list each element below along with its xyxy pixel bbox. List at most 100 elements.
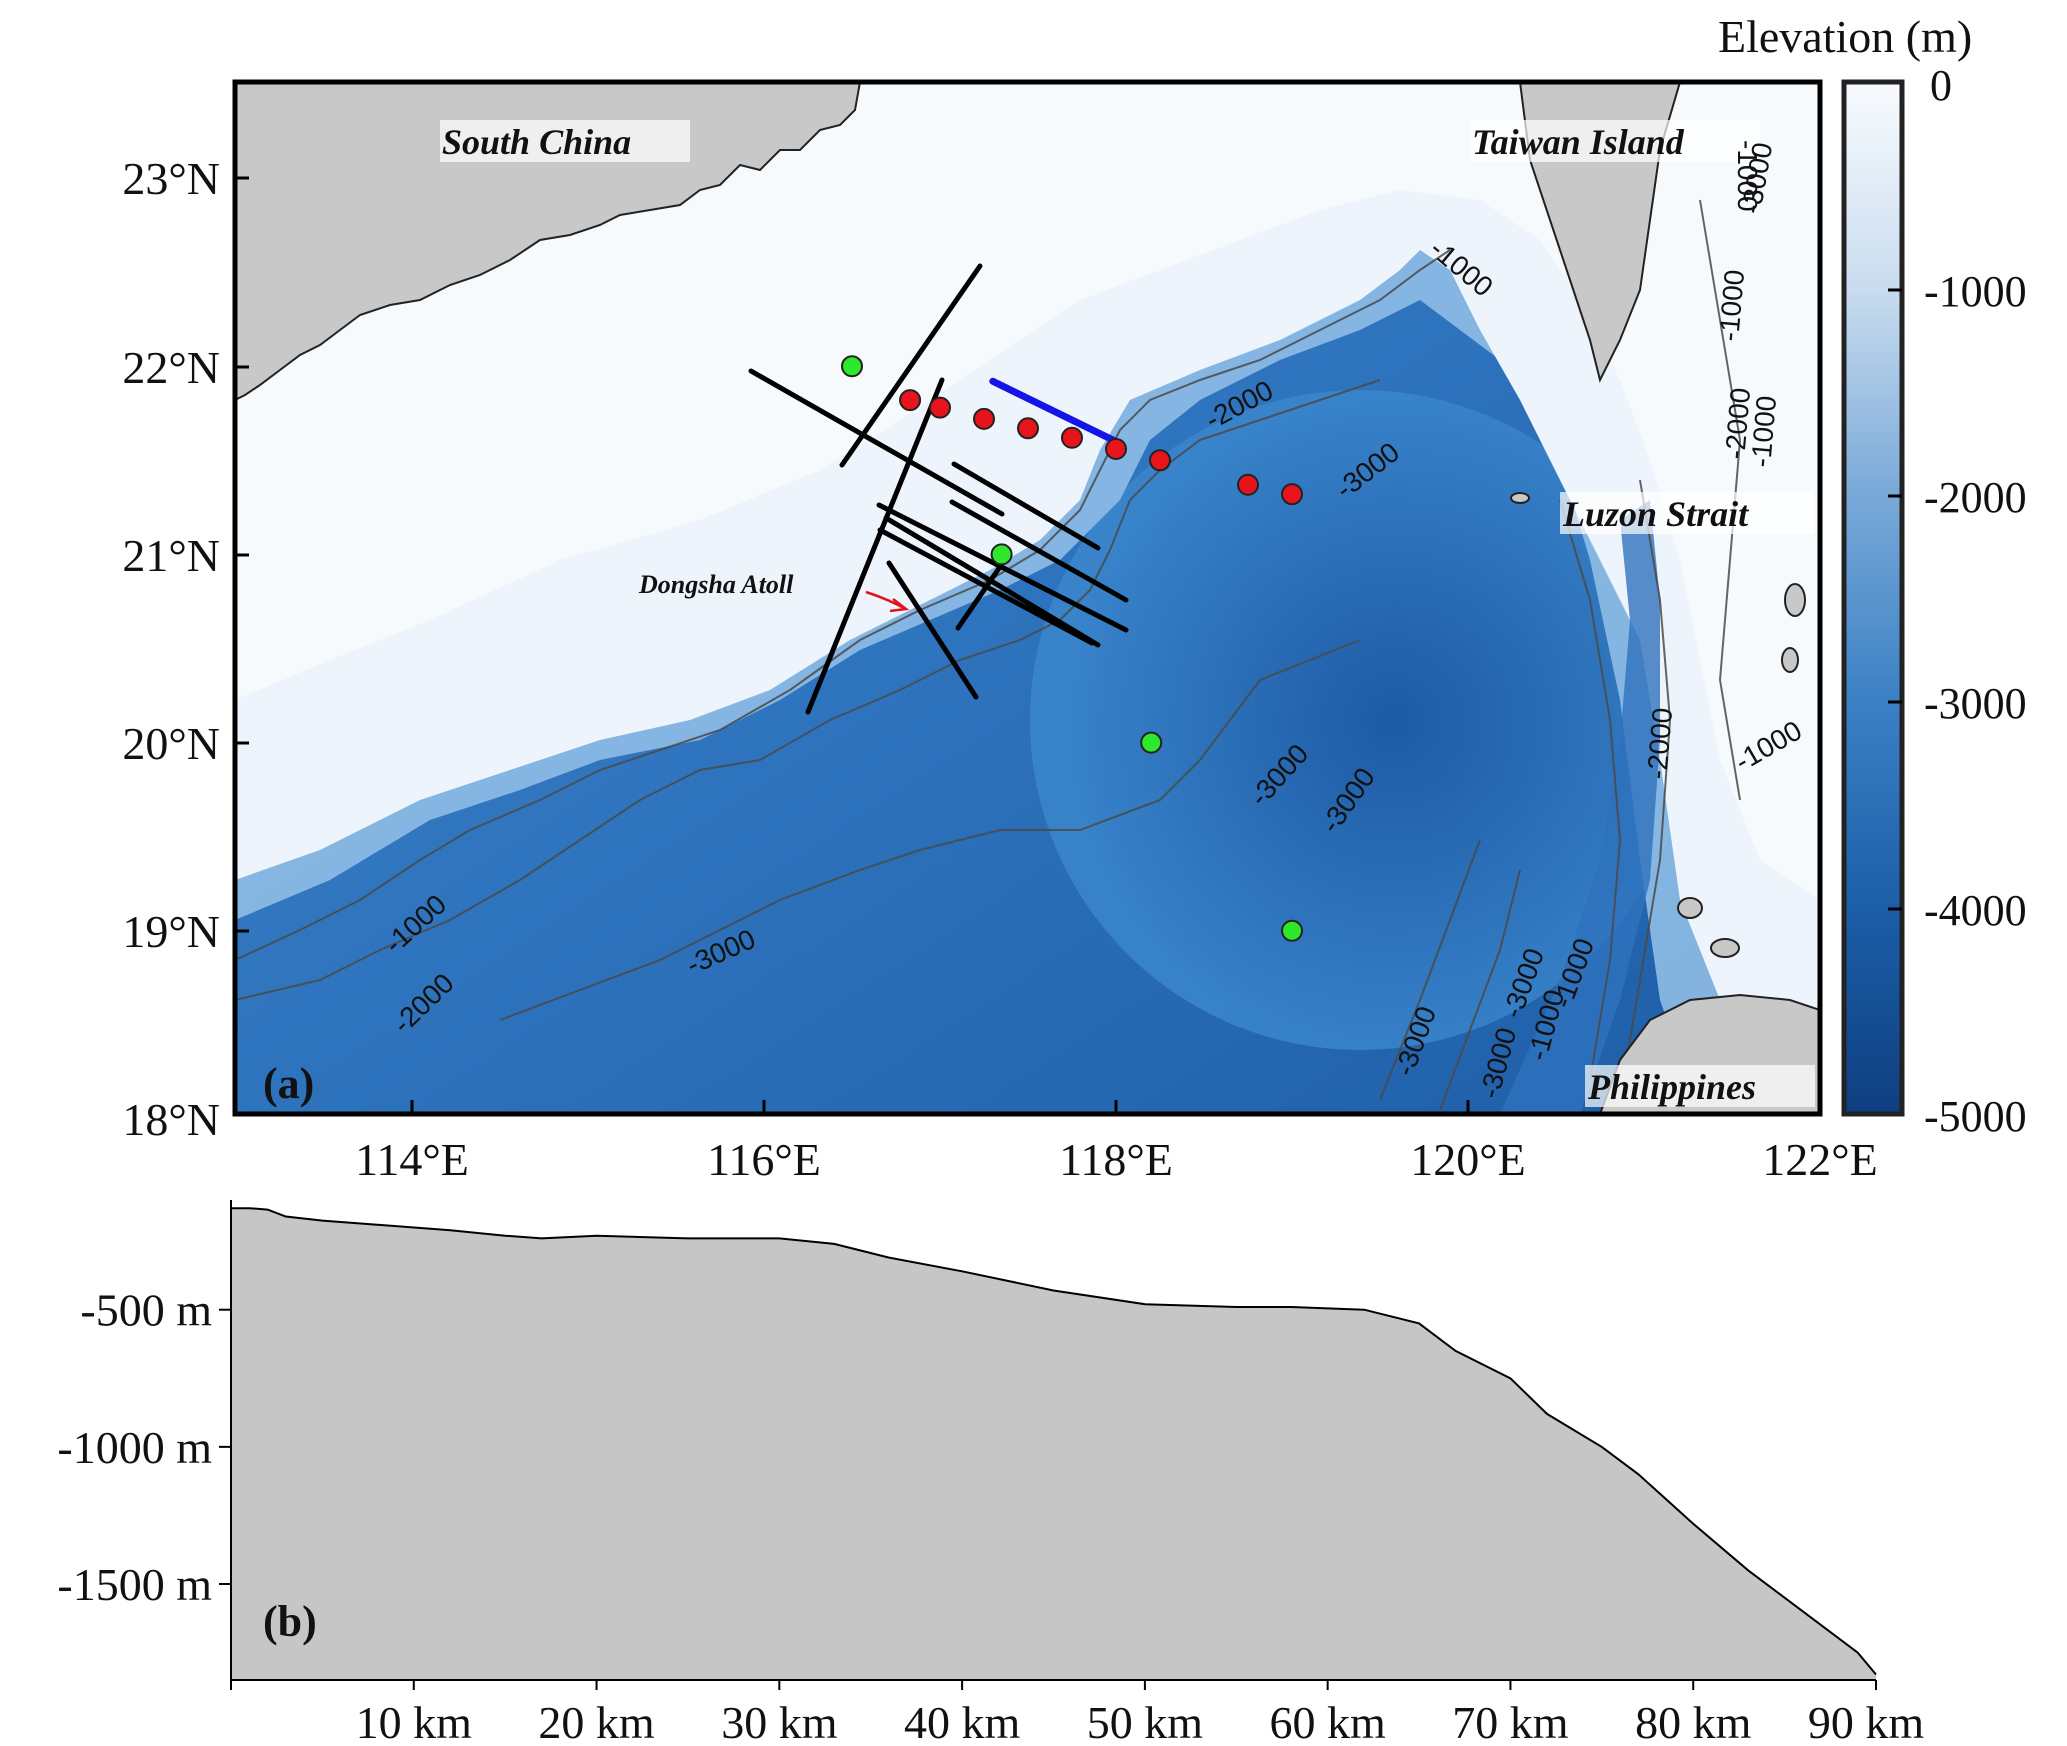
land-south-china — [235, 82, 862, 402]
lon-label: 116°E — [707, 1134, 821, 1185]
label-bg-south-china — [440, 120, 690, 162]
dongsha-arrow — [865, 590, 910, 613]
label-bg-philippines — [1585, 1065, 1815, 1107]
lon-label: 122°E — [1762, 1134, 1878, 1185]
label-south-china: South China — [442, 122, 631, 162]
panel-label-b: (b) — [263, 1597, 317, 1646]
lon-label: 120°E — [1410, 1134, 1526, 1185]
survey-line — [748, 368, 1005, 517]
profile-x-label: 70 km — [1452, 1697, 1569, 1746]
map-frame — [232, 79, 1823, 1117]
lon-label: 118°E — [1059, 1134, 1173, 1185]
panel-label-a: (a) — [263, 1059, 314, 1108]
survey-line — [951, 461, 1101, 551]
red-station-marker — [973, 407, 995, 430]
contour-label: -2000 — [1641, 706, 1678, 780]
inner-shelf — [235, 82, 1820, 900]
lon-label: 114°E — [355, 1134, 469, 1185]
contour-east-2 — [1619, 479, 1672, 1101]
profile-y-ticks: -500 m -1000 m -1500 m — [57, 1285, 231, 1610]
red-station-marker — [1237, 473, 1259, 496]
bathymetry-profile-area — [231, 1208, 1876, 1680]
depth-contours — [235, 199, 1742, 1111]
profile-x-ticks: 10 km 20 km 30 km 40 km 50 km 60 km 70 km 80 km… — [230, 1680, 1925, 1746]
abyssal-basin — [1030, 390, 1690, 1050]
label-bg-taiwan — [1470, 120, 1760, 162]
contour-2000 — [235, 379, 1381, 1001]
luzon-trough — [1500, 500, 1660, 1114]
green-stations — [841, 355, 1303, 942]
survey-line — [886, 560, 979, 700]
colorbar-label: -3000 — [1924, 679, 2027, 728]
red-station-marker — [929, 396, 951, 419]
island — [1710, 938, 1740, 958]
survey-line — [955, 555, 1009, 631]
lat-label: 23°N — [122, 153, 220, 204]
red-station-marker — [899, 389, 922, 412]
lat-label: 18°N — [122, 1094, 220, 1145]
contour-label: -1000 — [1713, 268, 1750, 342]
profile-y-label: -500 m — [80, 1285, 212, 1336]
contour-1000 — [235, 249, 1451, 961]
contour-3000 — [499, 639, 1361, 1021]
map-panel: South China Taiwan Island Luzon Strait P… — [235, 82, 1820, 1114]
contour-label: -2000 — [1719, 386, 1756, 460]
island — [1781, 647, 1799, 673]
label-taiwan: Taiwan Island — [1472, 122, 1685, 162]
island — [1784, 583, 1806, 617]
profile-x-label: 10 km — [356, 1697, 473, 1746]
green-station-marker — [1281, 919, 1303, 942]
contour-east-1 — [1559, 499, 1622, 1081]
profile-x-label: 60 km — [1270, 1697, 1387, 1746]
profile-x-label: 90 km — [1808, 1697, 1925, 1746]
green-station-marker — [841, 355, 863, 378]
profile-x-label: 50 km — [1087, 1697, 1204, 1746]
survey-lines — [748, 263, 1129, 715]
red-station-marker — [1149, 449, 1171, 472]
profile-panel: -500 m -1000 m -1500 m 10 km 20 km 30 km 40 k… — [57, 1200, 1924, 1746]
red-station-marker — [1105, 438, 1127, 461]
arrow-head — [889, 598, 910, 613]
lat-label: 20°N — [122, 718, 220, 769]
green-station-marker — [990, 543, 1013, 566]
lon-ticks — [410, 1100, 1470, 1114]
survey-line — [839, 263, 983, 468]
contour-east-4 — [1379, 839, 1481, 1101]
profile-x-label: 40 km — [904, 1697, 1021, 1746]
colorbar-label: -5000 — [1924, 1092, 2027, 1141]
label-luzon-strait: Luzon Strait — [1562, 494, 1749, 534]
profile-y-label: -1000 m — [57, 1422, 212, 1473]
lat-label: 22°N — [122, 342, 220, 393]
contour-east-5 — [1439, 869, 1521, 1111]
red-stations — [899, 389, 1303, 506]
red-station-marker — [1061, 426, 1083, 449]
survey-line — [805, 377, 945, 715]
colorbar-ticks — [1888, 288, 1902, 911]
bathymetry-profile-line — [231, 1207, 1877, 1676]
colorbar — [1841, 79, 1905, 1117]
profile-y-label: -1500 m — [57, 1559, 212, 1610]
colorbar-label: -4000 — [1924, 886, 2027, 935]
island — [1677, 897, 1703, 919]
colorbar-label: 0 — [1930, 61, 1952, 110]
contour-label: -1000 — [1732, 140, 1763, 212]
profile-x-label: 80 km — [1635, 1697, 1752, 1746]
blue-transect-layer — [989, 377, 1120, 445]
profile-x-label: 20 km — [538, 1697, 655, 1746]
survey-line — [949, 499, 1129, 603]
label-philippines: Philippines — [1587, 1067, 1756, 1107]
red-station-marker — [1017, 417, 1039, 440]
label-bg-luzon — [1560, 492, 1814, 534]
lat-label: 21°N — [122, 530, 220, 581]
colorbar-label: -2000 — [1924, 473, 2027, 522]
red-station-marker — [1281, 483, 1303, 506]
small-islands — [1510, 492, 1806, 958]
colorbar-title: Elevation (m) — [1718, 11, 1972, 62]
island — [1510, 492, 1530, 504]
colorbar-label: -1000 — [1924, 267, 2027, 316]
profile-x-label: 30 km — [721, 1697, 838, 1746]
lat-label: 19°N — [122, 906, 220, 957]
contour-label: -1000 — [1745, 394, 1782, 468]
label-dongsha-atoll: Dongsha Atoll — [638, 570, 794, 599]
